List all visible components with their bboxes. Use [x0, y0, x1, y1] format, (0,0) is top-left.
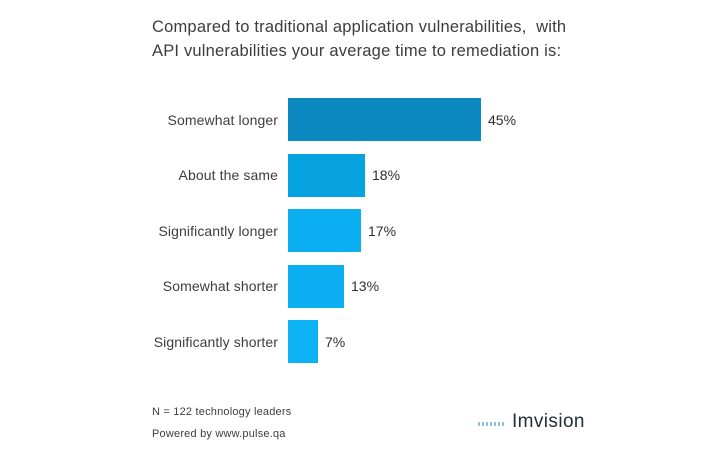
bar-label: About the same — [178, 167, 278, 183]
bar-value: 13% — [351, 278, 380, 294]
bar-value: 17% — [368, 222, 397, 239]
chart-title-line2: API vulnerabilities your average time to… — [152, 42, 562, 60]
bar-chart: Somewhat longer 45% About the same 18% Signi… — [140, 98, 516, 376]
bar — [288, 153, 365, 197]
chart-title: Compared to traditional application vuln… — [152, 15, 622, 63]
chart-row: Significantly longer 17% — [140, 209, 516, 252]
bar — [288, 209, 361, 252]
bar-value: 45% — [488, 111, 517, 128]
imvision-logo-mark-icon — [478, 421, 504, 426]
bar-label: Somewhat longer — [167, 111, 278, 128]
sample-size-note: N = 122 technology leaders — [152, 406, 292, 418]
chart-row: About the same 18% — [140, 153, 516, 197]
chart-row: Significantly shorter 7% — [140, 320, 516, 363]
bar-label: Significantly shorter — [153, 333, 278, 350]
imvision-logo: Imvision — [478, 411, 585, 433]
bar-label: Significantly longer — [158, 222, 278, 239]
bar-value: 18% — [372, 167, 401, 183]
chart-row: Somewhat longer 45% — [140, 98, 516, 141]
powered-by-note: Powered by www.pulse.qa — [152, 428, 286, 440]
chart-row: Somewhat shorter 13% — [140, 264, 516, 308]
bar — [288, 98, 481, 141]
bar-label: Somewhat shorter — [162, 278, 278, 294]
bar — [288, 320, 318, 363]
imvision-wordmark: Imvision — [512, 411, 585, 432]
chart-title-line1: Compared to traditional application vuln… — [152, 18, 567, 36]
bar-value: 7% — [325, 333, 346, 350]
bar — [288, 264, 344, 308]
footer: N = 122 technology leaders Powered by ww… — [152, 401, 291, 445]
